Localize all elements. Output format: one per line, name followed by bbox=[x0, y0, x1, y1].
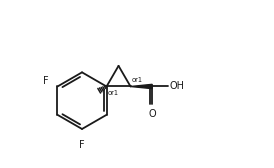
Text: OH: OH bbox=[169, 81, 184, 92]
Text: F: F bbox=[43, 76, 48, 86]
Text: F: F bbox=[79, 140, 85, 150]
Polygon shape bbox=[130, 84, 152, 89]
Text: or1: or1 bbox=[132, 77, 143, 83]
Text: O: O bbox=[149, 109, 156, 119]
Text: or1: or1 bbox=[108, 91, 119, 96]
